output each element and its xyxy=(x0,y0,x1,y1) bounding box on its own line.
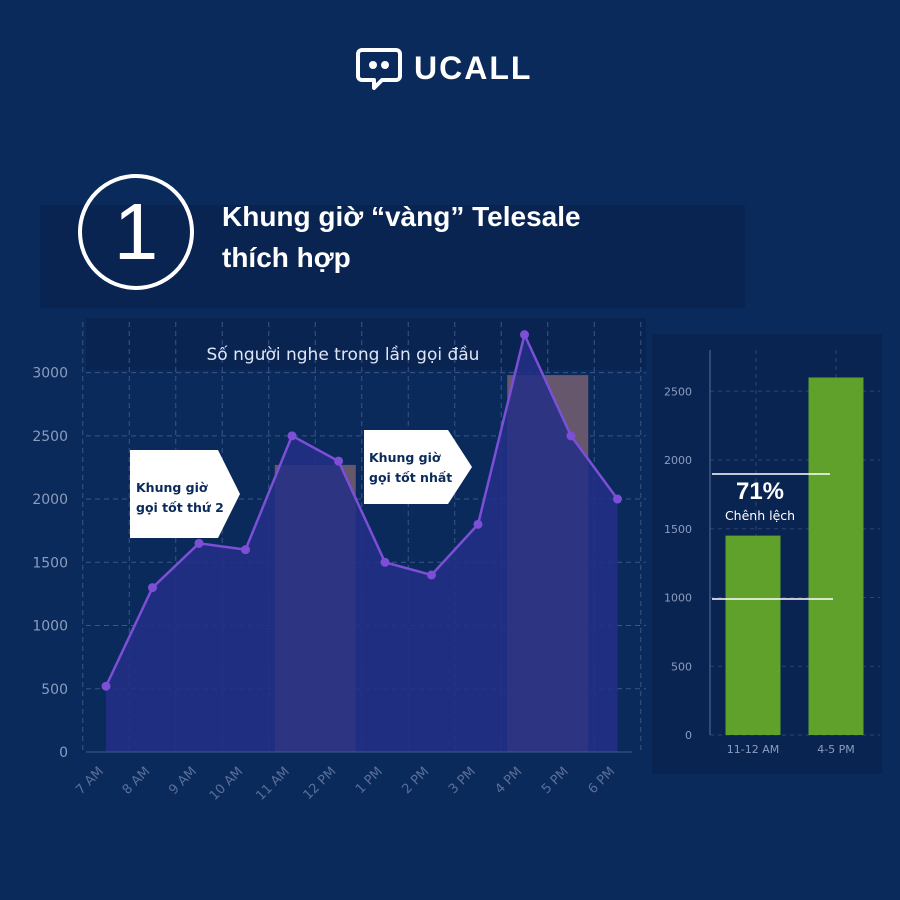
x-tick-label: 1 PM xyxy=(353,764,386,797)
x-tick-label: 4-5 PM xyxy=(817,743,855,756)
x-tick-label: 3 PM xyxy=(446,764,479,797)
step-number-badge: 1 xyxy=(78,174,194,290)
area-fill xyxy=(106,334,618,752)
callout-line-2: gọi tốt nhất xyxy=(369,470,452,485)
x-tick-label: 10 AM xyxy=(207,764,246,803)
data-point xyxy=(334,456,343,466)
headline-line-1: Khung giờ “vàng” Telesale xyxy=(222,201,581,232)
callout-line-1: Khung giờ xyxy=(136,480,208,495)
y-axis-ticks: 0 500 1000 1500 2000 2500 3000 xyxy=(32,366,68,761)
y-tick-label: 1500 xyxy=(32,555,68,571)
line-chart: 0 500 1000 1500 2000 2500 3000 7 AM 8 AM 9 AM 10 … xyxy=(32,318,646,804)
callout-best: Khung giờ gọi tốt nhất xyxy=(364,430,472,504)
y-tick-label: 2000 xyxy=(664,454,692,467)
x-tick-label: 11 AM xyxy=(253,764,292,803)
y-tick-label: 2000 xyxy=(32,492,68,508)
series-points xyxy=(101,330,622,691)
headline-line-2: thích hợp xyxy=(222,242,351,273)
bar-x-axis-ticks: 11-12 AM 4-5 PM xyxy=(727,743,855,756)
y-tick-label: 500 xyxy=(671,660,692,673)
y-tick-label: 0 xyxy=(685,729,692,742)
chart-title: Số người nghe trong lần gọi đầu xyxy=(207,344,480,365)
data-point xyxy=(194,538,204,548)
x-tick-label: 12 PM xyxy=(301,764,340,803)
brand-logo: UCALL xyxy=(356,46,532,90)
x-tick-label: 2 PM xyxy=(399,764,432,797)
brand-name: UCALL xyxy=(414,49,533,86)
bars xyxy=(725,377,864,735)
callout-second-best: Khung giờ gọi tốt thứ 2 xyxy=(130,450,240,538)
bar-y-axis-ticks: 0 500 1000 1500 2000 2500 xyxy=(664,385,692,742)
x-tick-label: 5 PM xyxy=(539,764,572,797)
bar xyxy=(808,377,864,735)
x-tick-label: 11-12 AM xyxy=(727,743,779,756)
y-tick-label: 3000 xyxy=(32,366,68,382)
difference-percent: 71% xyxy=(736,478,784,505)
x-tick-label: 9 AM xyxy=(166,764,200,798)
x-axis-ticks: 7 AM 8 AM 9 AM 10 AM 11 AM 12 PM 1 PM 2 PM 3 PM 4… xyxy=(73,764,618,803)
x-tick-label: 4 PM xyxy=(492,764,525,797)
y-tick-label: 1500 xyxy=(664,523,692,536)
callout-shape xyxy=(364,430,472,504)
step-number: 1 xyxy=(113,187,159,276)
y-tick-label: 2500 xyxy=(32,429,68,445)
data-point xyxy=(148,583,157,593)
headline: Khung giờ “vàng” Telesale thích hợp xyxy=(222,196,662,278)
x-tick-label: 8 AM xyxy=(120,764,154,798)
chart-title-band xyxy=(86,318,646,370)
y-tick-label: 1000 xyxy=(32,619,68,635)
difference-label: Chênh lệch xyxy=(725,508,795,523)
x-tick-label: 7 AM xyxy=(73,764,107,798)
data-point xyxy=(287,431,297,441)
callout-line-2: gọi tốt thứ 2 xyxy=(136,500,224,515)
x-tick-label: 6 PM xyxy=(585,764,618,797)
callout-shape xyxy=(130,450,240,538)
data-point xyxy=(473,519,483,529)
series-line xyxy=(104,330,619,687)
y-tick-label: 500 xyxy=(41,682,68,698)
data-point xyxy=(380,557,390,567)
data-point xyxy=(613,494,622,504)
ucall-chat-bubble-icon xyxy=(356,48,402,90)
data-point xyxy=(101,681,111,691)
y-tick-label: 1000 xyxy=(664,592,692,605)
y-tick-label: 2500 xyxy=(664,385,692,398)
data-point xyxy=(427,570,436,580)
bar xyxy=(725,535,781,735)
data-point xyxy=(241,545,250,555)
y-tick-label: 0 xyxy=(59,745,68,761)
data-point xyxy=(520,330,529,340)
callout-line-1: Khung giờ xyxy=(369,450,441,465)
data-point xyxy=(566,431,576,441)
